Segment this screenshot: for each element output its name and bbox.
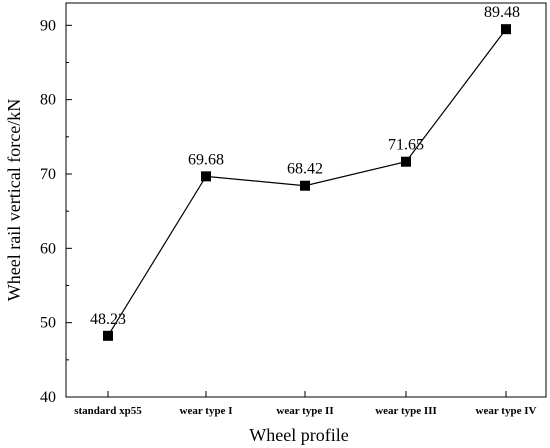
data-point xyxy=(401,156,411,167)
y-axis-title: Wheel rail vertical force/kN xyxy=(4,99,24,301)
data-label: 69.68 xyxy=(188,151,224,168)
x-tick-label: wear type IV xyxy=(476,405,537,417)
x-tick-label: wear type III xyxy=(375,405,437,417)
x-tick-label: wear type I xyxy=(180,405,233,417)
data-label: 68.42 xyxy=(287,161,323,178)
y-tick-label: 70 xyxy=(40,166,56,183)
y-tick-label: 90 xyxy=(40,17,56,34)
series: 48.23 69.68 68.42 71.65 89.48 xyxy=(90,4,520,341)
data-point xyxy=(201,171,211,182)
y-tick-label: 40 xyxy=(40,389,56,406)
y-tick-label: 60 xyxy=(40,240,56,257)
y-tick-label: 80 xyxy=(40,92,56,109)
data-label: 48.23 xyxy=(90,311,126,328)
data-point xyxy=(300,180,310,191)
data-point xyxy=(103,330,113,341)
x-tick-label: standard xp55 xyxy=(74,405,142,417)
x-tick-label: wear type II xyxy=(276,405,333,417)
y-axis: 40 50 60 70 80 90 xyxy=(40,17,72,406)
data-label: 89.48 xyxy=(484,4,520,21)
y-tick-label: 50 xyxy=(40,315,56,332)
data-point xyxy=(501,24,511,35)
plot-frame xyxy=(65,2,547,398)
x-axis: standard xp55 wear type I wear type II wear… xyxy=(74,391,537,417)
data-label: 71.65 xyxy=(388,137,424,154)
x-axis-title: Wheel profile xyxy=(249,425,348,445)
